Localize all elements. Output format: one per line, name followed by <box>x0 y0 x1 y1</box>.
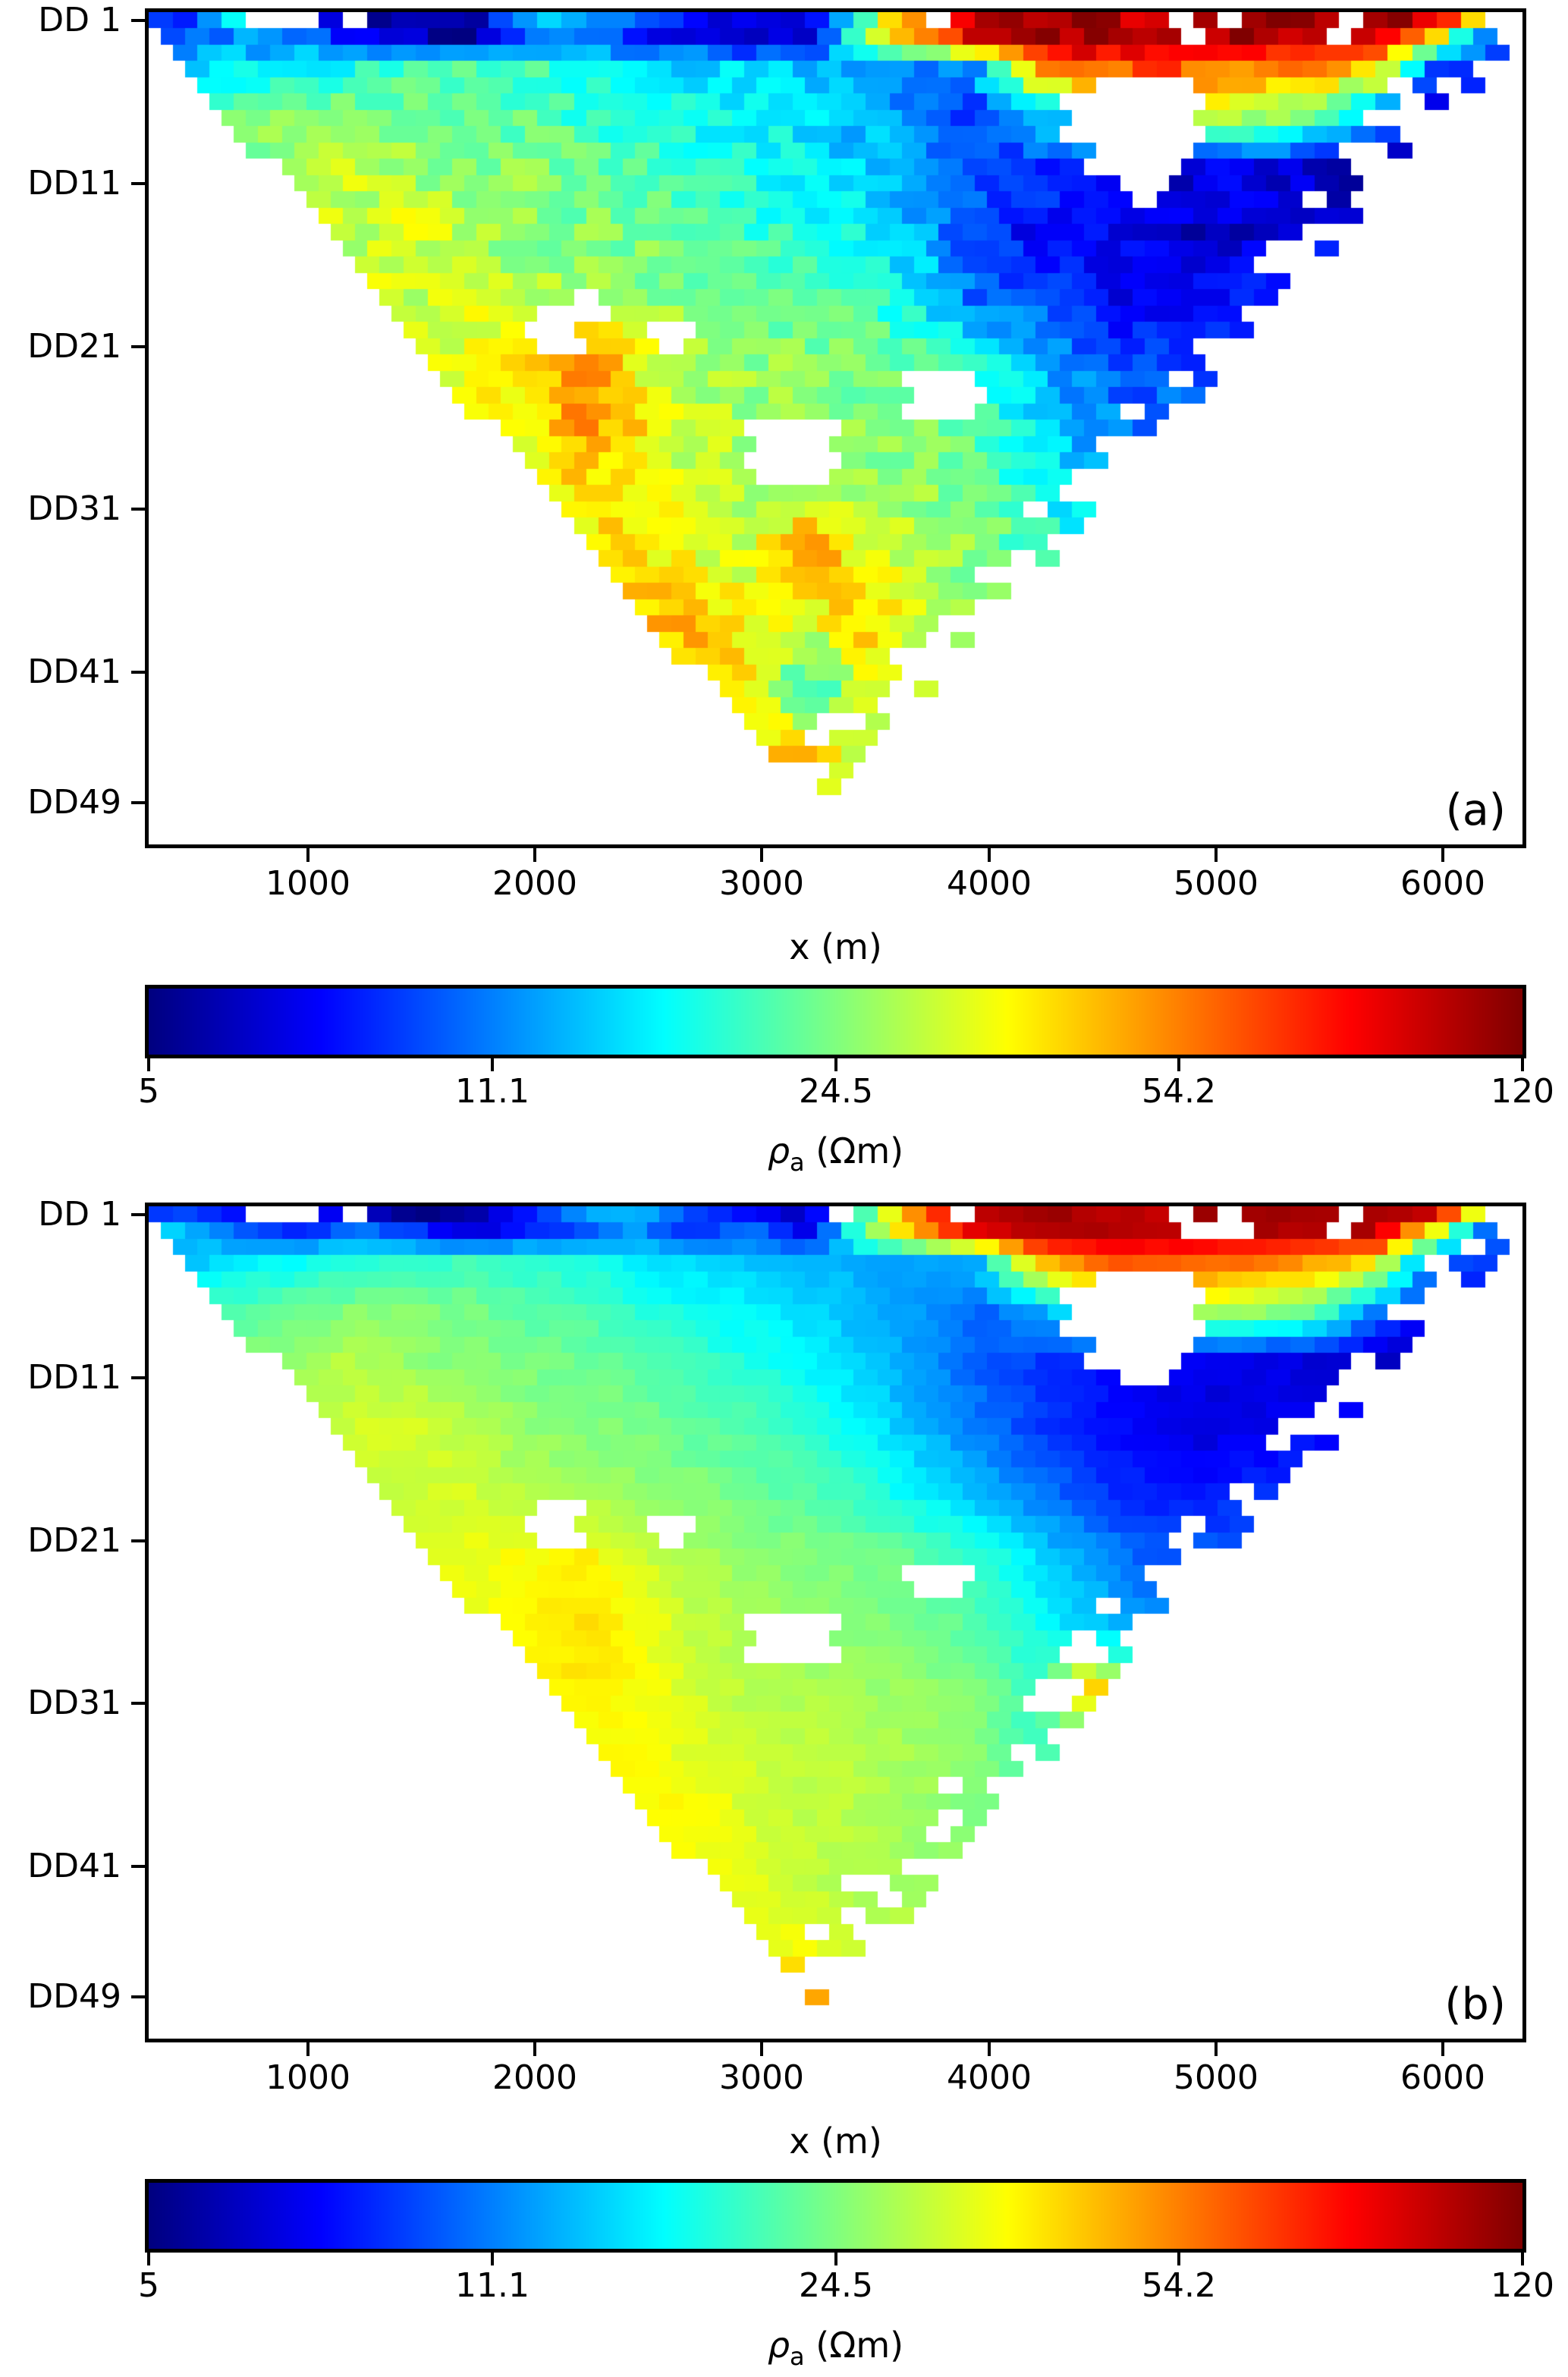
colorbar-tick-mark <box>1521 1058 1524 1071</box>
x-tick-mark <box>1441 848 1444 862</box>
y-tick-mark <box>131 1376 145 1379</box>
colorbar-tick-mark <box>147 1058 150 1071</box>
y-tick-label: DD11 <box>27 1358 121 1397</box>
heatmap-b <box>149 1206 1522 2039</box>
panel-tag-a: (a) <box>1445 785 1506 835</box>
x-tick-mark <box>988 848 991 862</box>
colorbar-tick-mark <box>1177 1058 1180 1071</box>
x-tick-label: 5000 <box>1174 2058 1258 2097</box>
y-tick-mark <box>131 1539 145 1542</box>
axes-b: (b) <box>145 1203 1526 2042</box>
y-tick-mark <box>131 1865 145 1868</box>
colorbar-tick-label: 120 <box>1491 1072 1554 1111</box>
colorbar-tick-label: 5 <box>138 2266 159 2305</box>
y-tick-label: DD41 <box>27 1847 121 1885</box>
colorbar-tick-label: 11.1 <box>455 1072 529 1111</box>
x-tick-mark <box>533 848 536 862</box>
colorbar-gradient-b <box>149 2183 1522 2249</box>
colorbar-tick-mark <box>834 2253 837 2265</box>
colorbar-a <box>145 985 1526 1058</box>
x-tick-label: 6000 <box>1400 2058 1485 2097</box>
y-tick-label: DD49 <box>27 1977 121 2016</box>
x-tick-label: 3000 <box>719 2058 804 2097</box>
x-axis-label-b: x (m) <box>789 2121 882 2162</box>
colorbar-label-b: ρa (Ωm) <box>149 2325 1522 2377</box>
y-tick-mark <box>131 182 145 185</box>
colorbar-tick-label: 54.2 <box>1142 2266 1216 2305</box>
y-tick-mark <box>131 345 145 348</box>
x-tick-label: 2000 <box>492 864 577 903</box>
colorbar-tick-mark <box>147 2253 150 2265</box>
rho-unit: (Ωm) <box>804 1130 904 1171</box>
y-tick-mark <box>131 671 145 674</box>
y-tick-label: DD21 <box>27 327 121 366</box>
y-tick-mark <box>131 19 145 22</box>
x-tick-label: 1000 <box>266 864 350 903</box>
colorbar-tick-label: 5 <box>138 1072 159 1111</box>
rho-symbol: ρ <box>767 2325 790 2366</box>
x-tick-label: 3000 <box>719 864 804 903</box>
colorbar-tick-label: 24.5 <box>799 2266 873 2305</box>
y-tick-mark <box>131 801 145 804</box>
y-tick-mark <box>131 1995 145 1998</box>
y-tick-label: DD31 <box>27 1684 121 1722</box>
rho-symbol: ρ <box>767 1130 790 1171</box>
y-tick-label: DD31 <box>27 489 121 528</box>
y-tick-label: DD41 <box>27 652 121 691</box>
heatmap-a <box>149 12 1522 844</box>
colorbar-gradient-a <box>149 989 1522 1055</box>
x-tick-mark <box>533 2042 536 2056</box>
x-tick-mark <box>988 2042 991 2056</box>
y-tick-label: DD49 <box>27 783 121 822</box>
y-tick-mark <box>131 1213 145 1216</box>
colorbar-tick-mark <box>491 1058 494 1071</box>
colorbar-tick-mark <box>834 1058 837 1071</box>
colorbar-tick-mark <box>1177 2253 1180 2265</box>
axes-a: (a) <box>145 8 1526 848</box>
y-tick-mark <box>131 508 145 511</box>
x-tick-label: 2000 <box>492 2058 577 2097</box>
colorbar-label-a: ρa (Ωm) <box>149 1130 1522 1183</box>
colorbar-tick-label: 24.5 <box>799 1072 873 1111</box>
y-tick-label: DD21 <box>27 1521 121 1560</box>
x-tick-label: 1000 <box>266 2058 350 2097</box>
colorbar-tick-label: 54.2 <box>1142 1072 1216 1111</box>
x-tick-label: 4000 <box>947 2058 1032 2097</box>
rho-subscript: a <box>790 1148 805 1177</box>
x-tick-mark <box>306 848 310 862</box>
rho-subscript: a <box>790 2342 805 2372</box>
y-tick-label: DD 1 <box>38 1195 121 1234</box>
y-tick-label: DD 1 <box>38 1 121 39</box>
y-tick-label: DD11 <box>27 164 121 203</box>
colorbar-b <box>145 2179 1526 2253</box>
x-tick-mark <box>306 2042 310 2056</box>
x-axis-label-a: x (m) <box>789 926 882 967</box>
x-tick-mark <box>760 848 763 862</box>
x-tick-label: 4000 <box>947 864 1032 903</box>
colorbar-tick-label: 120 <box>1491 2266 1554 2305</box>
x-tick-mark <box>760 2042 763 2056</box>
colorbar-tick-mark <box>491 2253 494 2265</box>
colorbar-tick-label: 11.1 <box>455 2266 529 2305</box>
x-tick-label: 6000 <box>1400 864 1485 903</box>
y-tick-mark <box>131 1702 145 1705</box>
colorbar-tick-mark <box>1521 2253 1524 2265</box>
panel-tag-b: (b) <box>1444 1979 1506 2030</box>
x-tick-mark <box>1441 2042 1444 2056</box>
x-tick-mark <box>1214 2042 1218 2056</box>
x-tick-label: 5000 <box>1174 864 1258 903</box>
rho-unit: (Ωm) <box>804 2325 904 2366</box>
x-tick-mark <box>1214 848 1218 862</box>
